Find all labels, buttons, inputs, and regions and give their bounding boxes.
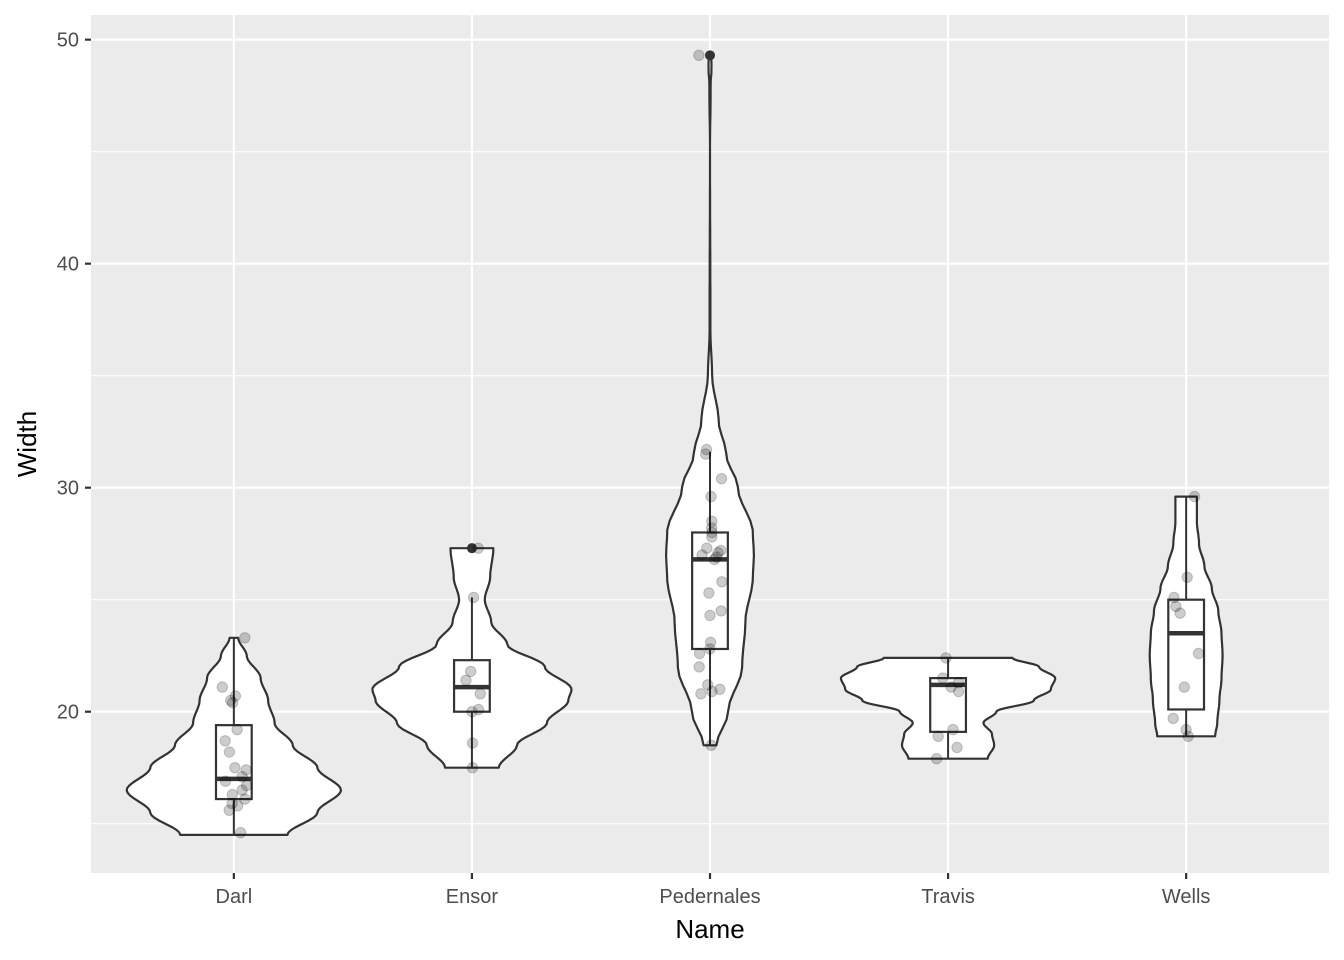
x-tick-label: Travis (921, 886, 975, 908)
box-iqr (214, 724, 253, 801)
box-iqr (1167, 598, 1206, 711)
data-point (706, 685, 718, 698)
data-point (472, 703, 485, 716)
data-point (472, 542, 484, 554)
data-point (466, 737, 479, 749)
data-point (704, 643, 716, 655)
data-point (706, 526, 718, 539)
y-tick-label: 30 (57, 478, 79, 500)
data-point (226, 797, 238, 810)
data-point (223, 804, 235, 816)
data-point (951, 741, 963, 754)
data-point (693, 647, 706, 660)
data-point (224, 694, 237, 707)
data-point (226, 788, 239, 801)
data-point (229, 762, 241, 774)
data-point (693, 49, 705, 61)
data-point (466, 762, 479, 774)
jitter-points (216, 49, 1205, 839)
y-axis-title: Width (12, 411, 42, 477)
data-point (705, 739, 717, 751)
y-tick-label: 20 (57, 702, 79, 724)
axes: 20 30 40 50 Darl Ensor Pedernales Travis Wells (57, 30, 1211, 908)
data-point (945, 681, 957, 693)
boxplots (214, 50, 1206, 835)
data-point (239, 632, 251, 644)
data-point (240, 764, 252, 776)
data-point (706, 515, 718, 527)
data-point (930, 753, 943, 765)
data-point (226, 697, 239, 709)
data-point (239, 793, 251, 805)
data-point (715, 544, 727, 557)
data-point (223, 746, 236, 758)
data-point (231, 723, 243, 736)
y-tick-label: 40 (57, 254, 79, 276)
data-point (474, 688, 486, 700)
data-point (700, 443, 713, 456)
data-point (236, 771, 248, 783)
data-point (714, 683, 726, 695)
data-point (706, 531, 718, 543)
data-point (696, 549, 708, 561)
data-point (710, 551, 723, 563)
data-point (231, 800, 244, 812)
data-point (937, 672, 949, 684)
data-point (1192, 647, 1205, 660)
data-point (216, 681, 229, 693)
data-point (460, 674, 472, 686)
data-point (952, 676, 965, 689)
data-point (1167, 712, 1179, 725)
data-point (715, 473, 728, 485)
data-point (932, 730, 944, 742)
data-point (229, 690, 242, 702)
data-point (465, 665, 477, 678)
data-point (695, 688, 707, 700)
data-point (940, 652, 952, 664)
outlier-point (466, 543, 477, 554)
data-point (952, 685, 965, 698)
x-tick-label: Pedernales (659, 886, 760, 908)
data-point (467, 591, 480, 604)
data-point (1188, 490, 1201, 503)
data-point (700, 448, 712, 460)
data-point (703, 587, 715, 599)
data-point (236, 784, 248, 796)
data-point (708, 553, 720, 566)
data-point (219, 735, 231, 747)
data-point (466, 706, 478, 718)
data-point (705, 490, 717, 503)
outlier-point (705, 50, 715, 61)
box-iqr (691, 531, 729, 651)
data-point (241, 779, 253, 792)
data-point (234, 827, 247, 839)
data-point (704, 636, 717, 648)
data-point (704, 609, 716, 622)
data-point (706, 522, 718, 534)
data-point (716, 576, 728, 588)
data-point (947, 723, 959, 736)
data-point (1170, 600, 1182, 613)
data-point (1182, 730, 1194, 742)
data-point (701, 542, 713, 554)
data-point (1178, 681, 1191, 693)
data-point (702, 679, 714, 691)
y-tick-label: 50 (57, 30, 79, 52)
data-point (1168, 591, 1180, 604)
x-tick-label: Wells (1162, 886, 1211, 908)
data-point (1180, 723, 1192, 736)
data-point (1181, 571, 1193, 583)
data-point (219, 775, 232, 787)
data-point (715, 605, 727, 617)
data-point (1174, 607, 1186, 619)
x-axis-title: Name (675, 914, 744, 944)
data-point (693, 661, 705, 673)
x-tick-label: Ensor (446, 886, 499, 908)
x-tick-label: Darl (216, 886, 253, 908)
data-point (712, 547, 724, 559)
